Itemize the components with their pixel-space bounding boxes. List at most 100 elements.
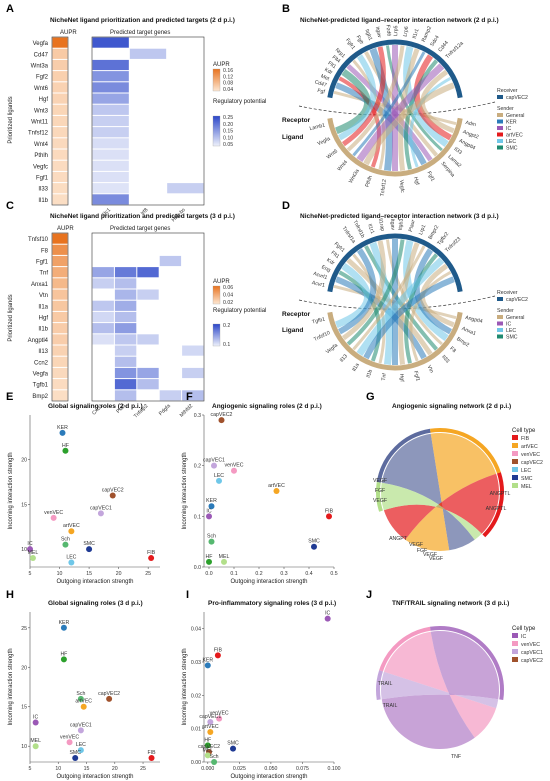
x-tick-label: 20 xyxy=(112,766,118,772)
ligand-label: Wnt3a xyxy=(31,63,49,69)
gene-label: Lamb1 xyxy=(309,122,326,132)
legend-tick: 0.15 xyxy=(223,129,233,135)
data-point xyxy=(204,752,211,759)
ligand-label: Tnfsf12 xyxy=(28,131,49,137)
chord-label: FGF xyxy=(417,548,427,554)
chord-label: VEGF xyxy=(373,478,387,484)
chord-ribbon xyxy=(363,82,455,166)
ligand-label: Ccn2 xyxy=(34,360,49,366)
y-tick-label: 0.0 xyxy=(194,565,201,571)
data-point xyxy=(68,528,75,535)
gene-label: Bmp2 xyxy=(455,336,470,348)
panel-letter: H xyxy=(6,589,14,601)
legend-entry: IC xyxy=(506,126,511,132)
gene-label: Tnfsf10 xyxy=(313,330,331,343)
aupr-frame xyxy=(51,36,69,206)
x-tick-label: 5 xyxy=(29,766,32,772)
panel-letter: A xyxy=(6,3,14,15)
gene-label: Acvrl1 xyxy=(312,271,328,281)
data-point xyxy=(60,624,67,631)
legend-entry: artVEC xyxy=(521,444,538,450)
circle-sector xyxy=(379,626,431,672)
legend-swatch xyxy=(497,315,503,319)
x-tick-label: 0.000 xyxy=(201,766,214,772)
point-label: HF xyxy=(204,737,211,743)
point-label: capVEC2 xyxy=(211,412,233,418)
data-point xyxy=(148,555,155,562)
legend-swatch xyxy=(512,435,518,440)
legend-tick: 0.04 xyxy=(223,87,233,93)
x-tick-label: 0.4 xyxy=(305,571,312,577)
regulatory-cell xyxy=(92,267,114,278)
legend-tick: 0.08 xyxy=(223,81,233,87)
legend-swatch xyxy=(512,451,518,456)
circle-ribbon xyxy=(381,433,475,551)
point-label: venVEC xyxy=(210,711,229,717)
ligand-label: F8 xyxy=(41,248,49,254)
legend-tick: 0.10 xyxy=(223,135,233,141)
chord-label: TRAIL xyxy=(383,703,398,709)
gene-label: Itgb1 xyxy=(363,29,373,42)
point-label: MEL xyxy=(219,554,230,560)
point-label: FIB xyxy=(147,750,156,756)
x-axis-label: Outgoing interaction strength xyxy=(56,579,133,585)
chord-ribbon xyxy=(356,63,445,162)
point-label: SMC xyxy=(83,541,95,547)
ligand-label: Ligand xyxy=(282,134,303,141)
legend-swatch xyxy=(512,649,518,654)
data-point xyxy=(60,656,67,663)
targets-header: Predicted target genes xyxy=(110,226,170,232)
y-tick-label: 0.3 xyxy=(194,413,201,419)
ligand-label: Hgf xyxy=(39,97,49,103)
ligand-label: Fgf1 xyxy=(36,259,49,265)
y-tick-label: 10 xyxy=(21,547,27,553)
legend-swatch xyxy=(497,321,503,326)
gene-label: Fgf1 xyxy=(412,370,421,382)
x-tick-label: 20 xyxy=(116,571,122,577)
x-tick-label: 0.2 xyxy=(255,571,262,577)
x-tick-label: 0.075 xyxy=(296,766,309,772)
gene-label: Adm xyxy=(465,120,477,128)
data-point xyxy=(62,447,69,454)
point-label: Sch xyxy=(61,537,70,543)
data-point xyxy=(59,429,66,436)
ligand-label: Il13 xyxy=(38,349,48,355)
aupr-cell xyxy=(52,289,68,300)
gene-label: Fgfr1 xyxy=(344,37,356,50)
aupr-cell xyxy=(52,183,68,194)
aupr-cell xyxy=(52,171,68,183)
gene-label: Hgf xyxy=(398,374,405,383)
target-label: Irf8 xyxy=(140,207,150,217)
gene-label: Tnfsf12 xyxy=(380,179,388,197)
x-tick-label: 0.1 xyxy=(230,571,237,577)
y-tick-label: 25 xyxy=(21,626,27,632)
gene-label: Il1r1 xyxy=(366,223,375,235)
legend-swatch xyxy=(512,657,518,662)
ligand-label: Fgf2 xyxy=(36,75,49,81)
aupr-cell xyxy=(52,356,68,367)
y-axis-label: Prioritized ligands xyxy=(8,96,14,143)
x-tick-label: 10 xyxy=(57,571,63,577)
legend-entry: SMC xyxy=(506,335,518,341)
regulatory-cell xyxy=(92,71,129,82)
panel-b: B NicheNet-predicted ligand–receptor int… xyxy=(282,3,528,197)
y-axis-label: Prioritized ligands xyxy=(8,294,14,341)
legend-entry: IC xyxy=(506,322,511,328)
aupr-cell xyxy=(52,345,68,356)
data-point xyxy=(208,538,215,545)
data-point xyxy=(204,742,211,749)
data-point xyxy=(72,755,79,762)
regulatory-cell xyxy=(92,160,129,171)
legend-title: Cell type xyxy=(512,626,536,632)
regulatory-cell xyxy=(92,138,129,149)
chord-label: ANGPT xyxy=(389,536,408,542)
circle-sector xyxy=(429,428,501,474)
gene-label: Flt4 xyxy=(331,54,342,64)
point-label: capVEC1 xyxy=(90,505,112,511)
point-label: capVEC1 xyxy=(70,722,92,728)
chord-ribbon xyxy=(369,47,393,171)
point-label: artVEC xyxy=(268,483,285,489)
aupr-cell xyxy=(52,127,68,138)
legend-entry: capVEC1 xyxy=(521,650,543,656)
legend-swatch xyxy=(497,139,503,143)
